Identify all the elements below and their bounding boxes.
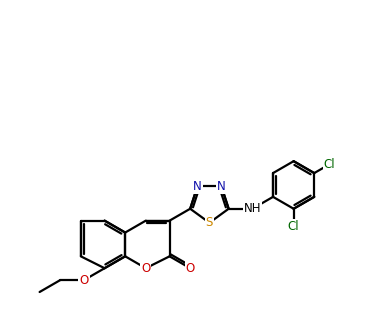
Text: Cl: Cl <box>288 220 300 233</box>
Text: O: O <box>186 262 195 275</box>
Text: O: O <box>79 274 89 287</box>
Text: Cl: Cl <box>324 158 335 171</box>
Text: S: S <box>206 216 213 229</box>
Text: O: O <box>141 262 151 275</box>
Text: N: N <box>193 180 202 193</box>
Text: N: N <box>217 180 226 193</box>
Text: NH: NH <box>244 202 261 215</box>
